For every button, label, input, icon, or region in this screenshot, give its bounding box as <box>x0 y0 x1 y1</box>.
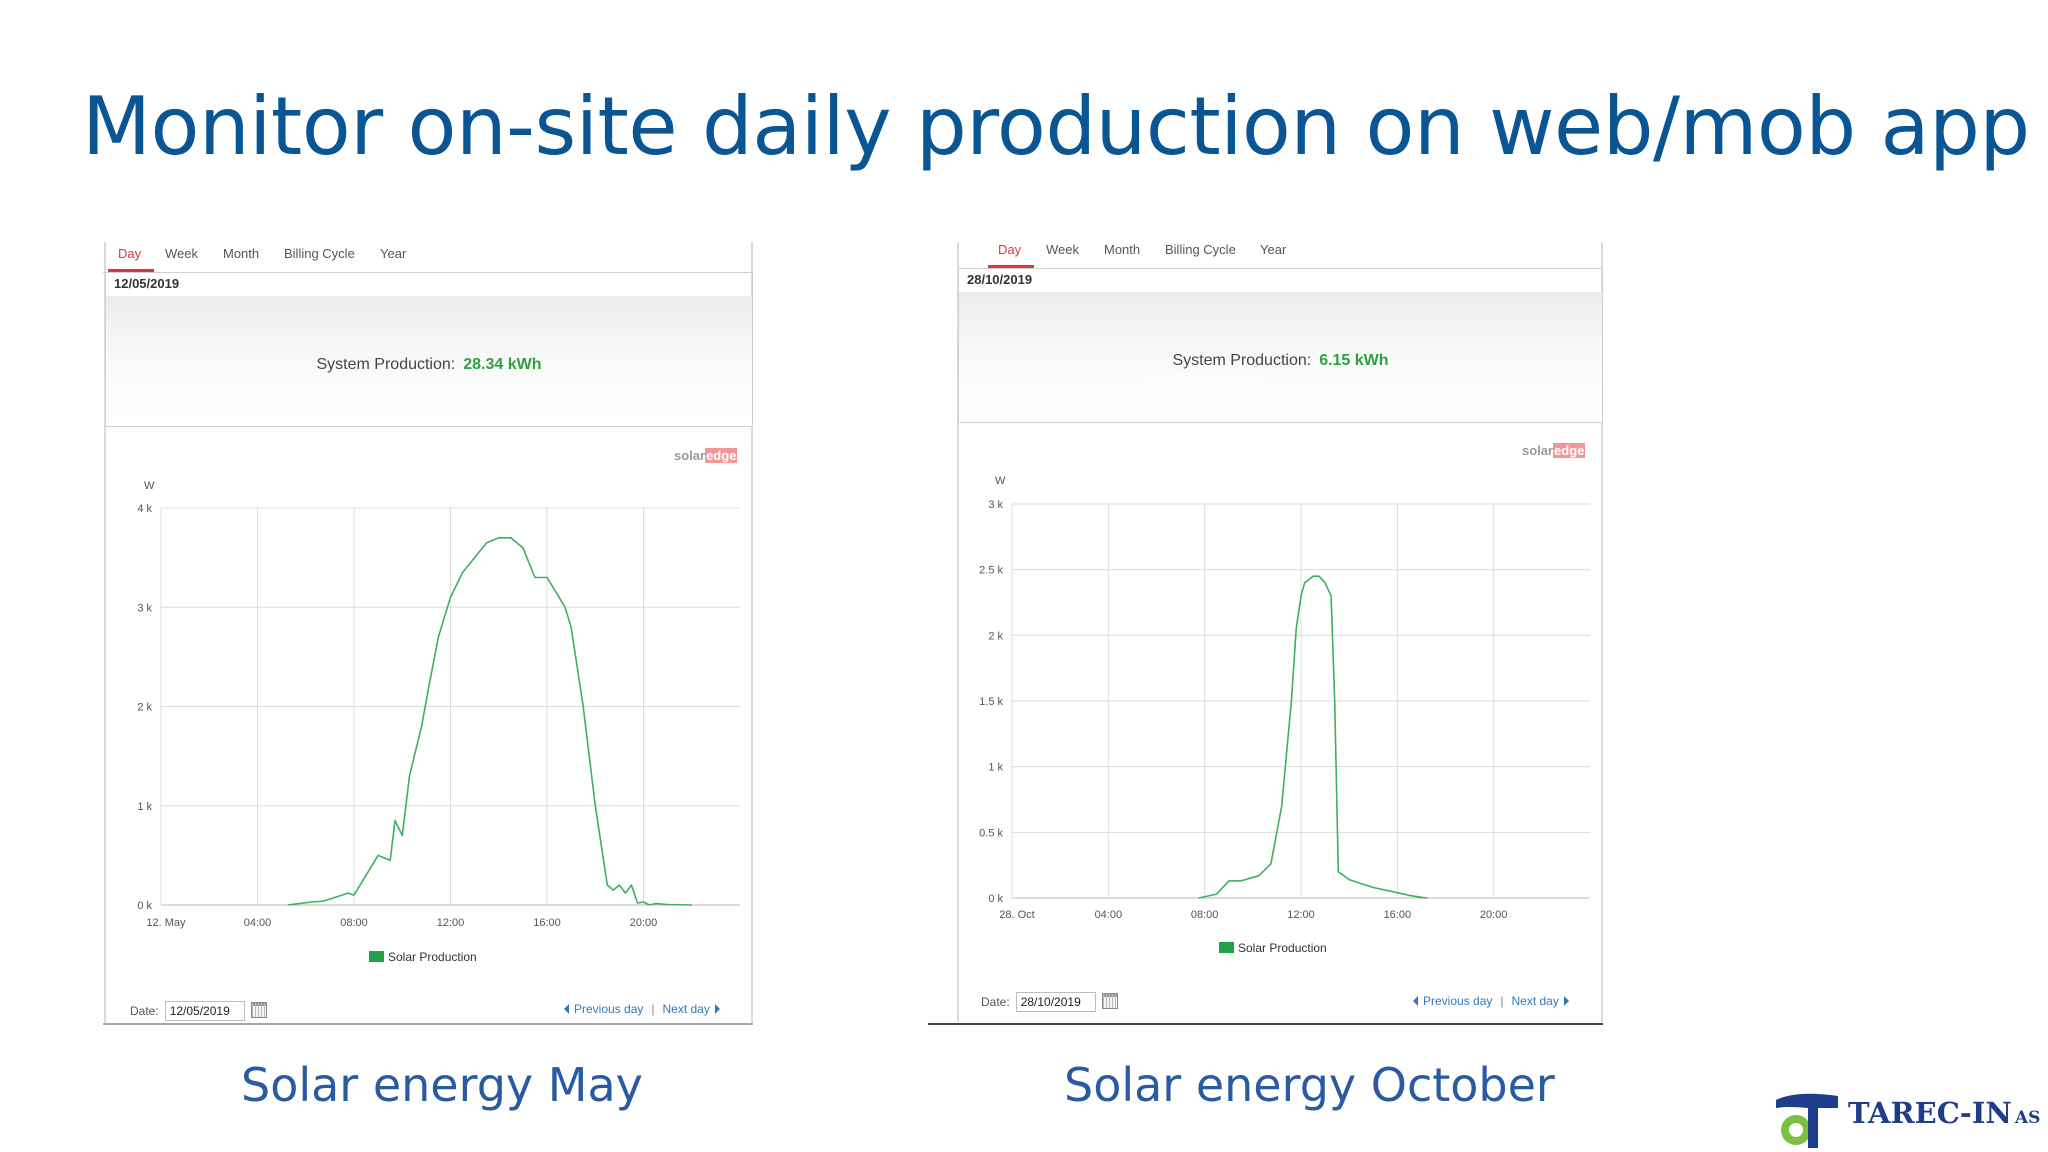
tab-year[interactable]: Year <box>1260 242 1287 257</box>
production-label: System Production: <box>316 356 456 373</box>
date-header-text: 28/10/2019 <box>967 272 1033 287</box>
tab-week[interactable]: Week <box>1046 242 1079 257</box>
chart-may: 0 k 1 k 2 k 3 k 4 k 12. May 04:00 08:00 12:00 16:… <box>137 480 740 929</box>
production-summary-text: System Production: 6.15 kWh <box>959 352 1602 370</box>
tab-billing-cycle[interactable]: Billing Cycle <box>284 246 355 261</box>
production-value: 28.34 kWh <box>463 356 542 373</box>
x-tick-label: 08:00 <box>340 917 368 929</box>
x-tick-label: 12. May <box>146 917 186 929</box>
triangle-right-icon <box>714 1004 720 1014</box>
caption-may: Solar energy May <box>241 1058 643 1112</box>
legend-label: Solar Production <box>388 950 477 964</box>
previous-day-link[interactable]: Previous day <box>1413 994 1492 1008</box>
y-tick-label: 4 k <box>137 503 152 515</box>
solaredge-logo-solar: solar <box>1522 443 1554 458</box>
tab-month[interactable]: Month <box>1104 242 1141 257</box>
y-tick-label: 0 k <box>137 900 152 912</box>
y-tick-label: 1 k <box>137 801 152 813</box>
x-tick-label: 16:00 <box>533 917 561 929</box>
legend-swatch <box>1219 942 1234 953</box>
triangle-right-icon <box>1563 996 1569 1006</box>
previous-day-link[interactable]: Previous day <box>564 1002 643 1016</box>
tab-month[interactable]: Month <box>223 246 260 261</box>
legend-swatch <box>369 951 384 962</box>
company-name: TAREC-IN AS <box>1848 1096 2040 1130</box>
active-tab-indicator <box>108 269 154 272</box>
tab-week[interactable]: Week <box>165 246 198 261</box>
chart-panel-may: Day Week Month Billing Cycle Year 12/05/… <box>103 242 753 1026</box>
chart-october: 0 k 0.5 k 1 k 1.5 k 2 k 2.5 k 3 k 28. Oct 04:00 0… <box>979 475 1590 921</box>
x-tick-label: 12:00 <box>1287 909 1315 921</box>
company-logo-icon <box>1776 1093 1838 1148</box>
date-label: Date: <box>981 995 1010 1009</box>
previous-day-label: Previous day <box>1423 994 1493 1008</box>
y-axis-label: W <box>995 475 1006 487</box>
x-tick-label: 08:00 <box>1191 909 1219 921</box>
tab-day[interactable]: Day <box>118 246 142 261</box>
y-tick-label: 0 k <box>988 893 1003 905</box>
y-tick-label: 2.5 k <box>979 565 1003 577</box>
nav-separator: | <box>651 1002 655 1016</box>
x-tick-label: 28. Oct <box>999 909 1034 921</box>
series-line-solar-production <box>287 536 692 906</box>
x-tick-label: 20:00 <box>1480 909 1508 921</box>
next-day-link[interactable]: Next day <box>663 1002 720 1016</box>
y-tick-label: 3 k <box>988 499 1003 511</box>
date-picker-row: Date: 12/05/2019 <box>130 1001 267 1021</box>
chart-legend[interactable]: Solar Production <box>369 950 477 964</box>
next-day-label: Next day <box>1511 994 1559 1008</box>
slide-title: Monitor on-site daily production on web/… <box>82 80 2030 173</box>
triangle-left-icon <box>1413 996 1418 1006</box>
chart-legend[interactable]: Solar Production <box>1219 941 1327 955</box>
x-tick-label: 04:00 <box>1095 909 1123 921</box>
solaredge-logo-edge: edge <box>705 448 738 463</box>
calendar-icon[interactable] <box>250 1002 267 1018</box>
triangle-left-icon <box>564 1004 569 1014</box>
next-day-link[interactable]: Next day <box>1512 994 1569 1008</box>
date-input[interactable]: 12/05/2019 <box>164 1001 245 1021</box>
y-tick-label: 1.5 k <box>979 696 1003 708</box>
date-picker-row: Date: 28/10/2019 <box>981 992 1118 1012</box>
tab-day[interactable]: Day <box>998 242 1022 257</box>
day-navigation: Previous day | Next day <box>1413 994 1569 1008</box>
y-tick-label: 3 k <box>137 602 152 614</box>
x-tick-label: 04:00 <box>244 917 272 929</box>
production-value: 6.15 kWh <box>1319 352 1389 369</box>
company-name-main: TAREC-IN <box>1848 1096 2012 1130</box>
production-label: System Production: <box>1172 352 1312 369</box>
active-tab-indicator <box>988 265 1034 268</box>
y-tick-label: 0.5 k <box>979 827 1003 839</box>
solaredge-logo-edge: edge <box>1553 443 1586 458</box>
production-summary: System Production: 28.34 kWh <box>105 296 753 427</box>
date-input[interactable]: 28/10/2019 <box>1015 992 1096 1012</box>
y-tick-label: 2 k <box>988 630 1003 642</box>
y-axis-label: W <box>144 480 155 492</box>
chart-panel-october: Day Week Month Billing Cycle Year 28/10/… <box>928 242 1603 1026</box>
period-tabs: Day Week Month Billing Cycle Year <box>958 238 1603 269</box>
previous-day-label: Previous day <box>574 1002 644 1016</box>
date-label: Date: <box>130 1004 159 1018</box>
date-header-text: 12/05/2019 <box>114 276 180 291</box>
solaredge-logo: solaredge <box>674 448 738 463</box>
series-line-solar-production <box>1198 575 1428 899</box>
y-tick-label: 2 k <box>137 702 152 714</box>
caption-october: Solar energy October <box>1064 1058 1555 1112</box>
production-summary-text: System Production: 28.34 kWh <box>106 356 752 374</box>
tab-billing-cycle[interactable]: Billing Cycle <box>1165 242 1236 257</box>
company-name-suffix: AS <box>2014 1108 2041 1128</box>
solaredge-logo: solaredge <box>1522 443 1586 458</box>
x-tick-label: 16:00 <box>1384 909 1412 921</box>
solaredge-logo-solar: solar <box>674 448 706 463</box>
calendar-icon[interactable] <box>1101 993 1118 1009</box>
period-tabs: Day Week Month Billing Cycle Year <box>103 242 753 273</box>
nav-separator: | <box>1500 994 1504 1008</box>
tab-year[interactable]: Year <box>380 246 407 261</box>
legend-label: Solar Production <box>1238 941 1327 955</box>
day-navigation: Previous day | Next day <box>564 1002 720 1016</box>
y-tick-label: 1 k <box>988 762 1003 774</box>
production-summary: System Production: 6.15 kWh <box>958 292 1603 423</box>
x-tick-label: 12:00 <box>437 917 465 929</box>
x-tick-label: 20:00 <box>630 917 658 929</box>
next-day-label: Next day <box>662 1002 710 1016</box>
